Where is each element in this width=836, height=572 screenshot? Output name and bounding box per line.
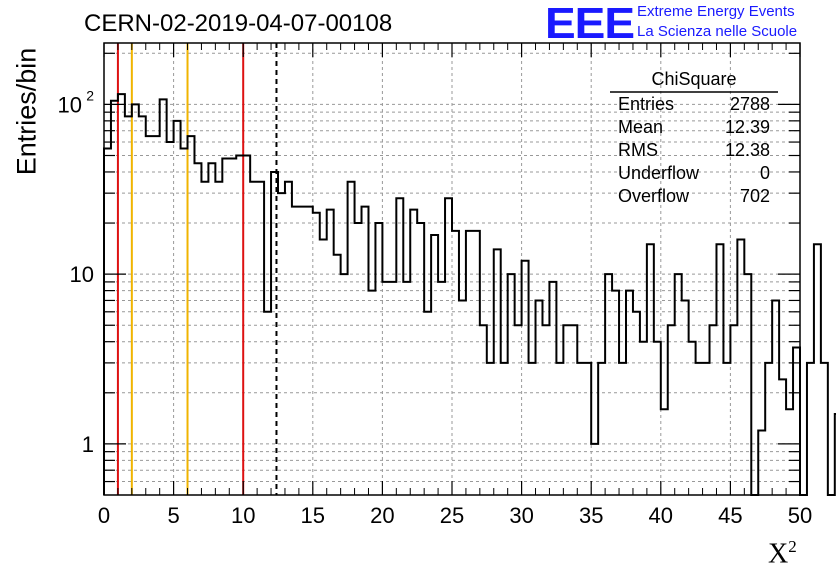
x-tick-label: 45 bbox=[718, 503, 742, 528]
stats-label: Mean bbox=[618, 117, 663, 137]
eee-logo: EEE bbox=[545, 0, 635, 48]
x-tick-label: 50 bbox=[788, 503, 812, 528]
stats-value: 2788 bbox=[730, 94, 770, 114]
x-tick-label: 30 bbox=[509, 503, 533, 528]
x-axis-label-sup: 2 bbox=[788, 537, 797, 556]
x-tick-label: 35 bbox=[579, 503, 603, 528]
reference-lines bbox=[116, 43, 278, 495]
stats-value: 12.38 bbox=[725, 140, 770, 160]
stats-title: ChiSquare bbox=[651, 69, 736, 89]
plot-title: CERN-02-2019-04-07-00108 bbox=[84, 10, 393, 37]
y-tick-label: 10 bbox=[58, 92, 82, 117]
y-tick-label: 10 bbox=[70, 262, 94, 287]
y-tick-label-exponent: 2 bbox=[86, 87, 94, 103]
x-axis-label-base: X bbox=[768, 538, 789, 570]
x-axis-label: X2 bbox=[768, 537, 797, 570]
stats-value: 12.39 bbox=[725, 117, 770, 137]
stats-label: Underflow bbox=[618, 163, 700, 183]
histogram bbox=[103, 93, 836, 496]
x-tick-label: 15 bbox=[301, 503, 325, 528]
stats-label: Overflow bbox=[618, 186, 690, 206]
stats-label: Entries bbox=[618, 94, 674, 114]
stats-label: RMS bbox=[618, 140, 658, 160]
histogram-line bbox=[103, 93, 836, 496]
grid bbox=[104, 43, 800, 495]
x-tick-label: 10 bbox=[231, 503, 255, 528]
x-tick-label: 5 bbox=[167, 503, 179, 528]
y-tick-label: 1 bbox=[82, 432, 94, 457]
logo-line-1: Extreme Energy Events bbox=[637, 3, 795, 20]
x-tick-label: 40 bbox=[649, 503, 673, 528]
x-tick-label: 0 bbox=[98, 503, 110, 528]
stats-value: 0 bbox=[760, 163, 770, 183]
x-tick-label: 25 bbox=[440, 503, 464, 528]
y-axis-label: Entries/bin bbox=[11, 47, 42, 176]
x-tick-label: 20 bbox=[370, 503, 394, 528]
logo-line-2: La Scienza nelle Scuole bbox=[637, 23, 798, 40]
stats-value: 702 bbox=[740, 186, 770, 206]
stats-box: ChiSquare Entries 2788 Mean 12.39 RMS 12.38 Und… bbox=[610, 69, 778, 206]
